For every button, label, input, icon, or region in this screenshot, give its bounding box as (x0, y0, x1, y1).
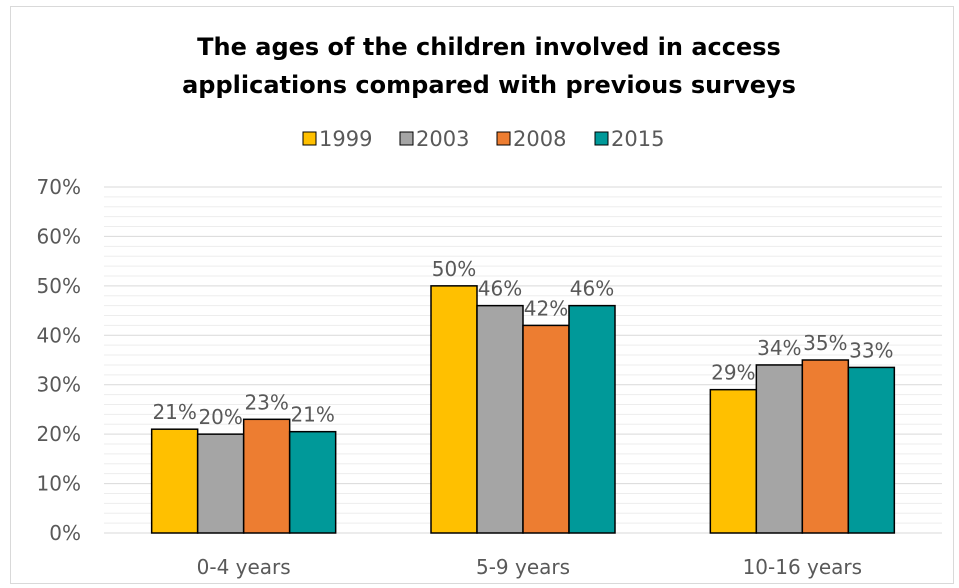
x-category-label: 5-9 years (476, 555, 570, 579)
x-axis-categories: 0-4 years 5-9 years 10-16 years (197, 555, 862, 579)
legend-label: 2003 (416, 127, 469, 151)
data-label: 33% (849, 338, 893, 362)
data-label: 21% (290, 403, 334, 427)
x-category-label: 0-4 years (197, 555, 291, 579)
bar-2008-0-4-years (242, 418, 291, 534)
x-category-label: 10-16 years (743, 555, 863, 579)
chart-frame: The ages of the children involved in acc… (10, 6, 954, 584)
bar-2008-5-9-years (522, 324, 570, 534)
data-labels: 21% 20%23%21%50%46%42%46%29%34% 35% 33% (152, 257, 893, 429)
legend-swatch-2003 (399, 131, 414, 146)
chart-title-line-1: The ages of the children involved in acc… (197, 33, 781, 61)
data-label: 23% (244, 390, 288, 414)
y-tick-label: 20% (37, 422, 81, 446)
y-tick-label: 70% (37, 175, 81, 199)
bar-chart: The ages of the children involved in acc… (37, 33, 942, 579)
legend-swatch-2008 (496, 131, 511, 146)
bar-2003-5-9-years (476, 304, 524, 534)
bar-2003-0-4-years (196, 433, 245, 534)
bar-1999-5-9-years (430, 285, 478, 534)
y-tick-label: 50% (37, 274, 81, 298)
data-label: 42% (524, 296, 568, 320)
legend: 1999 2003 2008 2015 (302, 127, 664, 151)
y-axis-ticks: 0% 10% 20% 30% 40% 50% 60% 70% (37, 175, 81, 545)
bar-1999-0-4-years (150, 428, 199, 534)
y-tick-label: 0% (49, 521, 81, 545)
bar-2015-5-9-years (568, 304, 616, 534)
data-label: 20% (198, 405, 242, 429)
bar-1999-10-16-years (709, 388, 758, 534)
data-label: 34% (757, 336, 801, 360)
chart-title-line-2: applications compared with previous surv… (182, 71, 796, 99)
bars (150, 285, 896, 534)
legend-label: 1999 (319, 127, 372, 151)
data-label: 35% (803, 331, 847, 355)
legend-swatch-2015 (594, 131, 609, 146)
data-label: 50% (432, 257, 476, 281)
bar-2015-10-16-years (847, 366, 896, 534)
y-tick-label: 30% (37, 373, 81, 397)
y-tick-label: 60% (37, 224, 81, 248)
bar-2015-0-4-years (288, 430, 337, 534)
legend-label: 2015 (611, 127, 664, 151)
data-label: 29% (711, 361, 755, 385)
y-tick-label: 40% (37, 323, 81, 347)
legend-label: 2008 (513, 127, 566, 151)
legend-swatch-1999 (302, 131, 317, 146)
y-tick-label: 10% (37, 472, 81, 496)
bar-2003-10-16-years (755, 364, 804, 534)
data-label: 21% (152, 400, 196, 424)
bar-2008-10-16-years (801, 359, 850, 534)
data-label: 46% (478, 277, 522, 301)
data-label: 46% (570, 277, 614, 301)
